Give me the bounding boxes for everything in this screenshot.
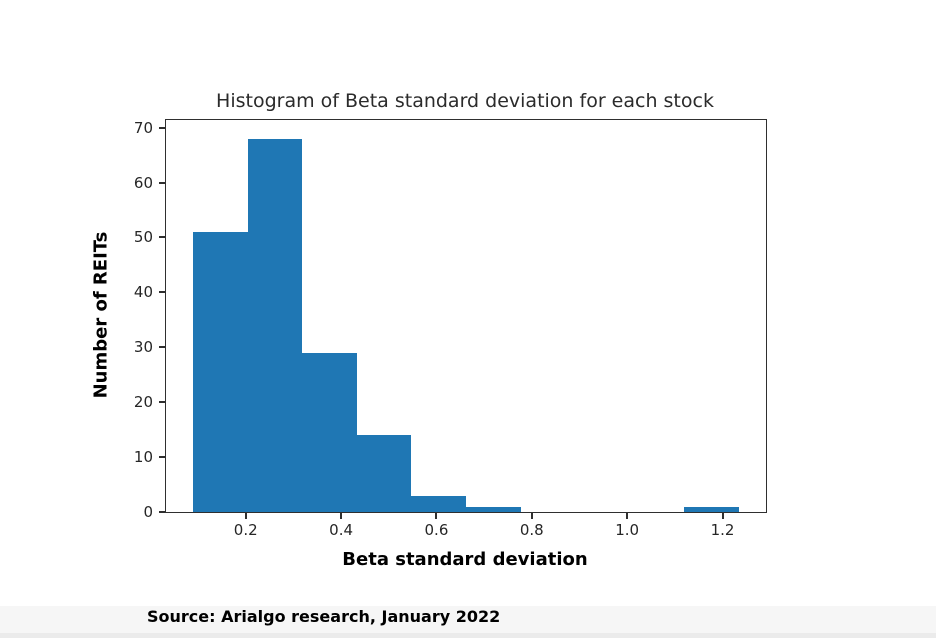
histogram-bar	[684, 506, 739, 512]
histogram-bar	[193, 232, 248, 512]
y-axis-tick	[159, 456, 165, 459]
plot-area: 0.2 0.4 0.6 0.8 1.0 1.2 0 10 20 30 40 50 60 70	[134, 119, 767, 539]
y-axis-tick-label: 20	[133, 393, 153, 412]
y-axis-tick-label: 0	[143, 503, 153, 521]
x-axis-label: Beta standard deviation	[342, 549, 588, 570]
y-axis-tick-label: 50	[133, 228, 153, 247]
x-axis-tick	[721, 513, 724, 519]
histogram-bar	[466, 506, 521, 512]
histogram-bar	[247, 138, 303, 512]
y-axis-tick	[159, 126, 165, 129]
x-axis-tick	[340, 513, 343, 519]
x-axis-tick	[244, 513, 247, 519]
y-axis-tick-label: 40	[133, 283, 153, 302]
x-axis-tick	[435, 513, 438, 519]
y-axis-tick-label: 60	[133, 173, 153, 192]
y-axis-tick	[159, 291, 165, 294]
y-axis-tick	[159, 236, 165, 239]
x-axis-tick-label: 0.4	[329, 521, 354, 539]
histogram-bar	[356, 435, 412, 512]
footer-band-edge	[0, 633, 936, 638]
y-axis-tick	[159, 401, 165, 404]
x-axis-tick-label: 0.8	[519, 521, 544, 539]
y-axis-tick	[159, 511, 165, 513]
x-axis-tick-label: 0.6	[424, 521, 449, 539]
y-axis-tick	[159, 346, 165, 349]
x-axis-tick-label: 1.0	[615, 521, 640, 539]
y-axis-tick-label: 10	[133, 448, 153, 467]
histogram-bar	[411, 495, 466, 512]
footer-band: Source: Arialgo research, January 2022	[0, 606, 936, 638]
y-axis-tick-label: 70	[133, 118, 153, 137]
y-axis-label: Number of REITs	[90, 231, 112, 399]
y-axis-tick-label: 30	[133, 338, 153, 357]
x-axis-tick-label: 1.2	[710, 521, 735, 539]
chart-title: Histogram of Beta standard deviation for…	[216, 90, 714, 112]
x-axis-tick-label: 0.2	[233, 521, 258, 539]
x-axis-tick	[530, 513, 533, 519]
x-axis-tick	[626, 513, 629, 519]
histogram-bar	[302, 352, 357, 512]
y-axis-tick	[159, 181, 165, 184]
source-caption: Source: Arialgo research, January 2022	[147, 607, 501, 626]
